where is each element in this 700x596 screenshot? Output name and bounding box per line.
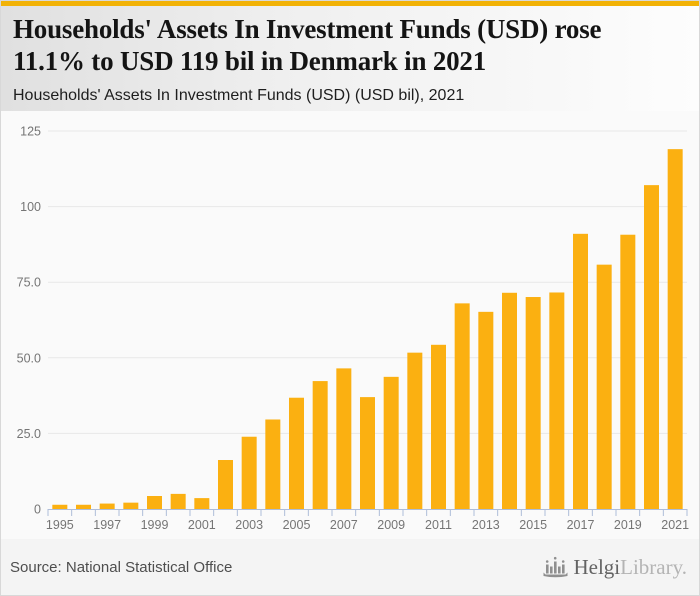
x-axis-tick-label: 2019 <box>614 518 642 532</box>
x-axis-tick-label: 2005 <box>283 518 311 532</box>
bar-2015 <box>525 297 541 509</box>
x-axis-tick-label: 1997 <box>93 518 121 532</box>
bar-2019 <box>620 234 636 509</box>
bar-2013 <box>478 311 494 509</box>
y-axis-tick-label: 0 <box>34 503 41 517</box>
x-axis-tick-label: 2013 <box>472 518 500 532</box>
bar-2005 <box>289 397 304 509</box>
bar-1995 <box>52 504 68 509</box>
chart-header: Households' Assets In Investment Funds (… <box>1 6 699 111</box>
y-axis-tick-label: 25.0 <box>17 427 41 441</box>
bar-2004 <box>265 419 281 509</box>
x-axis-tick-label: 2009 <box>377 518 405 532</box>
bar-2021 <box>667 149 683 509</box>
x-axis-tick-label: 2007 <box>330 518 358 532</box>
x-axis-tick-label: 2017 <box>567 518 595 532</box>
page-title: Households' Assets In Investment Funds (… <box>13 13 685 78</box>
y-axis-tick-label: 100 <box>20 200 41 214</box>
y-axis-tick-label: 75.0 <box>17 276 41 290</box>
bar-1999 <box>147 496 162 509</box>
chart-area: 0 25.0 50.0 75.0 100 125 1995 1997 1999 2001 2003 2… <box>1 111 699 539</box>
bar-2012 <box>454 303 470 509</box>
logo-helgi-text: Helgi <box>573 555 621 579</box>
bar-2007 <box>336 368 352 509</box>
y-axis-tick-label: 125 <box>20 125 41 139</box>
bar-1997 <box>99 503 115 509</box>
bar-2008 <box>360 397 375 509</box>
bar-2014 <box>502 292 517 509</box>
x-axis-tick-label: 2011 <box>425 518 452 532</box>
x-axis-tick-label: 1995 <box>46 518 74 532</box>
bar-2001 <box>194 498 210 509</box>
x-axis-tick-label: 2021 <box>661 518 689 532</box>
bar-2009 <box>383 376 399 509</box>
bar-2011 <box>431 344 446 509</box>
bar-2003 <box>241 436 257 509</box>
chart-subtitle: Households' Assets In Investment Funds (… <box>13 86 465 104</box>
source-label: Source: National Statistical Office <box>10 558 233 576</box>
bar-2020 <box>644 185 659 509</box>
logo-wordmark: HelgiLibrary. <box>573 557 687 578</box>
x-axis-tick-label: 2015 <box>519 518 547 532</box>
page-title-line2: 11.1% to USD 119 bil in Denmark in 2021 <box>13 46 487 77</box>
bar-2016 <box>549 292 565 509</box>
bar-2010 <box>407 352 423 509</box>
bar-2018 <box>596 264 612 509</box>
chart-footer: Source: National Statistical Office Helg… <box>1 539 699 595</box>
helgi-library-logo: HelgiLibrary. <box>543 556 687 578</box>
bar-2000 <box>170 493 186 509</box>
y-axis-tick-label: 50.0 <box>17 351 41 365</box>
brand-accent-strip <box>1 1 699 6</box>
bar-2002 <box>218 460 233 509</box>
bar-1996 <box>76 504 91 509</box>
bar-1998 <box>123 502 139 509</box>
x-axis-tick-label: 2001 <box>188 518 216 532</box>
bar-chart: 0 25.0 50.0 75.0 100 125 1995 1997 1999 2001 2003 2… <box>17 125 689 533</box>
page-title-line1: Households' Assets In Investment Funds (… <box>13 14 602 44</box>
x-axis-tick-label: 2003 <box>235 518 263 532</box>
helgi-bar-chart-logo-icon <box>543 556 568 578</box>
x-axis-tick-label: 1999 <box>141 518 169 532</box>
bar-2006 <box>312 381 328 509</box>
bar-2017 <box>573 233 588 509</box>
logo-library-text: Library. <box>620 555 687 579</box>
